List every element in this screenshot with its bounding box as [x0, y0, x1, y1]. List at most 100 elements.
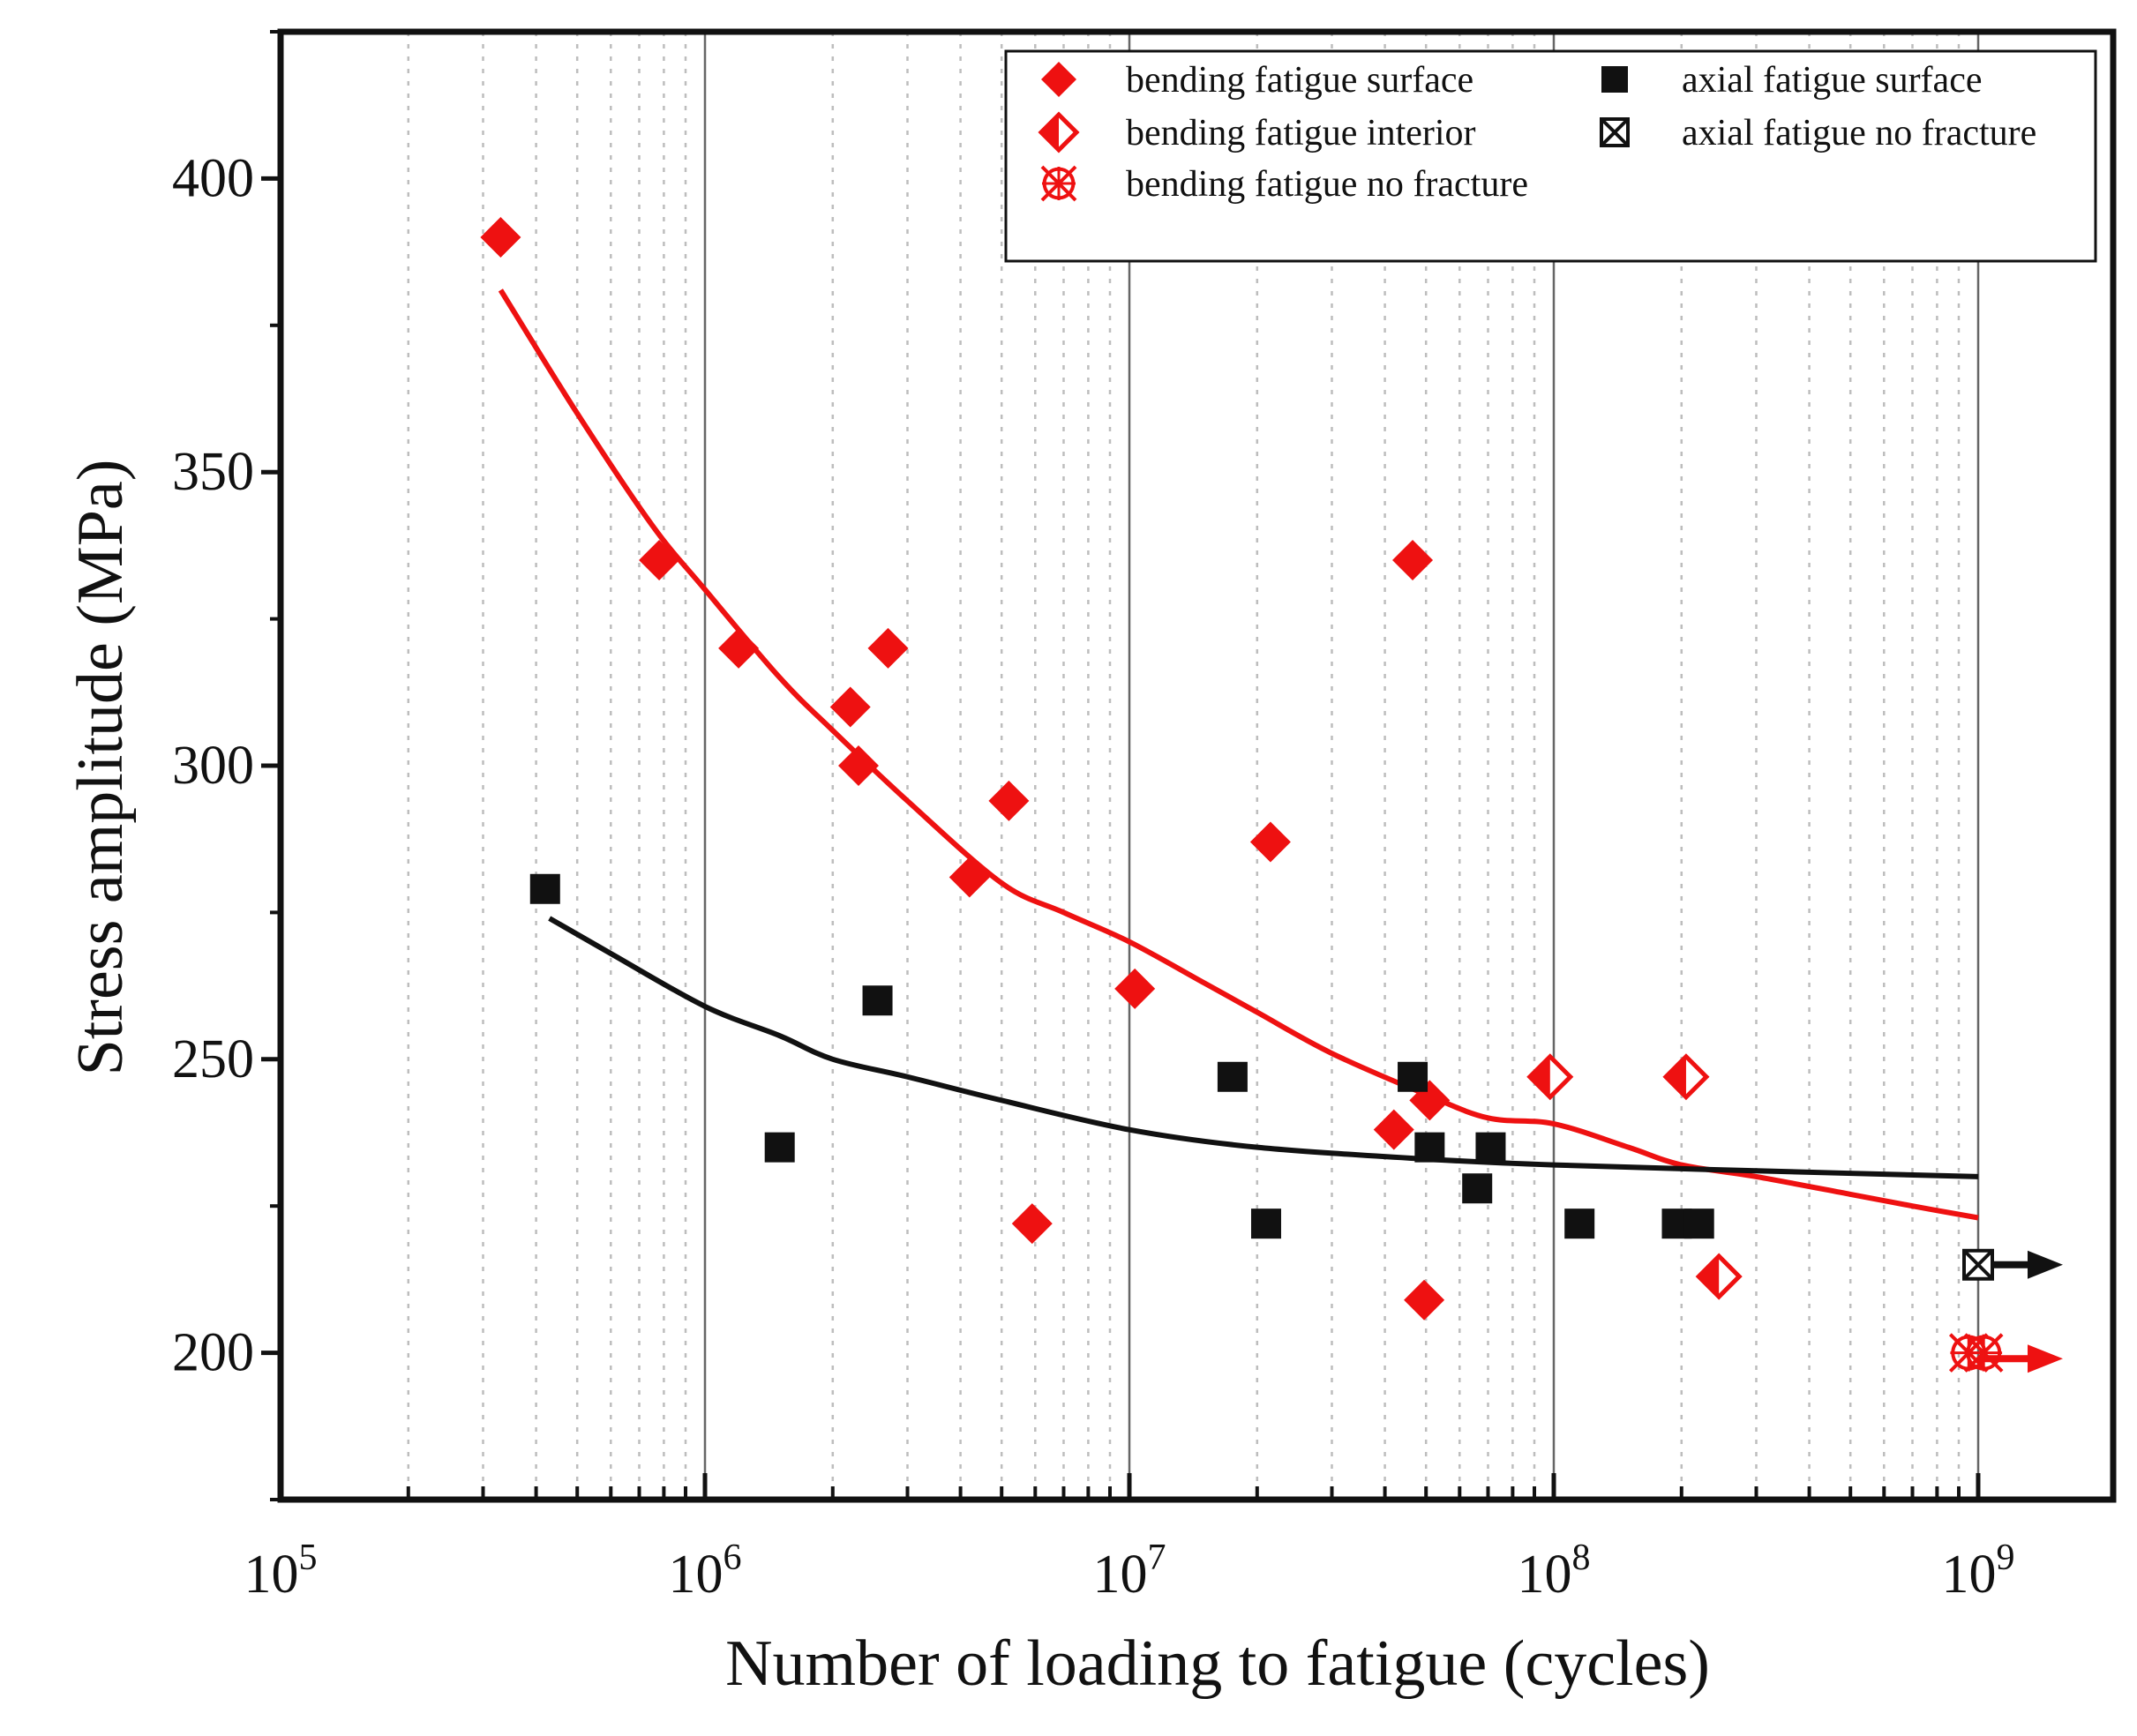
data-point-axial-fatigue-surface: [1217, 1061, 1248, 1092]
marker-shape: [1601, 66, 1628, 93]
x-tick-exponent: 8: [1572, 1538, 1591, 1578]
y-tick-label: 400: [172, 148, 254, 208]
marker-shape: [639, 540, 680, 581]
legend-label: bending fatigue no fracture: [1126, 164, 1528, 205]
data-point-axial-fatigue-surface: [1414, 1132, 1445, 1163]
x-tick-base: 10: [669, 1545, 724, 1605]
y-tick-label: 250: [172, 1029, 254, 1089]
data-point-bending-fatigue-interior: [1662, 1053, 1710, 1101]
marker-shape: [867, 627, 909, 669]
marker-shape: [1250, 1208, 1281, 1239]
data-point-bending-fatigue-no-fracture: [1963, 1333, 2004, 1373]
x-tick-label: 108: [1518, 1538, 1591, 1605]
marker-shape: [829, 686, 871, 728]
x-tick-exponent: 9: [1997, 1538, 2015, 1578]
data-point-axial-fatigue-no-fracture: [1962, 1248, 1994, 1281]
legend-label: axial fatigue surface: [1682, 60, 1982, 101]
axial-fit-curve: [548, 916, 1979, 1179]
data-point-bending-fatigue-surface: [949, 857, 990, 898]
marker-fill: [1041, 115, 1059, 150]
marker-shape: [1217, 1061, 1248, 1092]
legend-marker-axial-fatigue-no-fracture: [1600, 117, 1630, 147]
x-tick-label: 107: [1093, 1538, 1166, 1605]
data-point-axial-fatigue-surface: [1398, 1061, 1428, 1092]
data-point-bending-fatigue-surface: [867, 627, 909, 669]
legend-marker-bending-fatigue-interior: [1038, 111, 1080, 153]
marker-shape: [1249, 821, 1291, 863]
data-point-bending-fatigue-interior: [1526, 1053, 1574, 1101]
x-tick-exponent: 6: [724, 1538, 742, 1578]
y-tick-label: 350: [172, 442, 254, 502]
data-point-bending-fatigue-surface: [1373, 1109, 1414, 1150]
data-point-bending-fatigue-surface: [1392, 540, 1434, 581]
x-tick-base: 10: [1093, 1545, 1148, 1605]
marker-shape: [1114, 968, 1156, 1009]
marker-shape: [1462, 1173, 1493, 1204]
x-axis-label: Number of loading to fatigue (cycles): [725, 1628, 1710, 1700]
marker-shape: [1564, 1208, 1595, 1239]
legend-marker-axial-fatigue-surface: [1601, 66, 1628, 93]
x-tick-label: 109: [1942, 1538, 2015, 1605]
marker-shape: [837, 745, 879, 786]
data-point-bending-fatigue-surface: [1404, 1279, 1445, 1321]
x-tick-label: 105: [244, 1538, 318, 1605]
data-point-bending-fatigue-surface: [480, 216, 521, 258]
legend-box: [1004, 49, 2097, 263]
x-tick-base: 10: [1518, 1545, 1572, 1605]
axial-runout-arrow-head: [2028, 1250, 2063, 1279]
marker-shape: [764, 1132, 795, 1163]
data-point-axial-fatigue-surface: [764, 1132, 795, 1163]
data-point-bending-fatigue-surface: [639, 540, 680, 581]
data-point-axial-fatigue-surface: [529, 873, 560, 904]
legend: bending fatigue surface bending fatigue i…: [1004, 49, 2097, 263]
data-point-axial-fatigue-surface: [862, 985, 893, 1016]
marker-shape: [1404, 1279, 1445, 1321]
data-point-bending-fatigue-interior: [1695, 1253, 1743, 1300]
data-point-bending-fatigue-surface: [829, 686, 871, 728]
data-point-axial-fatigue-surface: [1250, 1208, 1281, 1239]
legend-marker-bending-fatigue-no-fracture: [1040, 165, 1077, 202]
marker-fill: [1698, 1256, 1720, 1298]
marker-cross: [1600, 117, 1630, 147]
marker-shape: [1398, 1061, 1428, 1092]
data-points: [480, 216, 2004, 1373]
bending-runout-arrow-head: [2028, 1344, 2063, 1373]
legend-label: bending fatigue surface: [1126, 60, 1473, 101]
marker-shape: [1683, 1208, 1714, 1239]
marker-shape: [480, 216, 521, 258]
data-point-bending-fatigue-surface: [837, 745, 879, 786]
data-point-bending-fatigue-surface: [718, 627, 760, 669]
marker-shape: [718, 627, 760, 669]
legend-label: bending fatigue interior: [1126, 113, 1476, 153]
marker-shape: [1373, 1109, 1414, 1150]
marker-cross: [1962, 1249, 1994, 1281]
fit-curves: [498, 288, 1979, 1221]
marker-shape: [862, 985, 893, 1016]
x-tick-base: 10: [1942, 1545, 1997, 1605]
legend-marker-bending-fatigue-surface: [1041, 62, 1076, 97]
x-tick-base: 10: [244, 1545, 299, 1605]
data-point-axial-fatigue-surface: [1462, 1173, 1493, 1204]
x-tick-exponent: 7: [1148, 1538, 1166, 1578]
data-point-bending-fatigue-surface: [988, 780, 1030, 821]
marker-fill: [1529, 1056, 1550, 1097]
marker-shape: [988, 780, 1030, 821]
marker-fill: [1665, 1056, 1686, 1097]
legend-label: axial fatigue no fracture: [1682, 113, 2036, 153]
marker-shape: [1041, 62, 1076, 97]
data-point-bending-fatigue-surface: [1011, 1203, 1053, 1245]
x-tick-label: 106: [669, 1538, 742, 1605]
marker-shape: [529, 873, 560, 904]
data-point-axial-fatigue-surface: [1564, 1208, 1595, 1239]
data-point-bending-fatigue-surface: [1114, 968, 1156, 1009]
marker-shape: [949, 857, 990, 898]
marker-shape: [1392, 540, 1434, 581]
marker-shape: [1011, 1203, 1053, 1245]
y-tick-label: 300: [172, 736, 254, 796]
data-point-axial-fatigue-surface: [1475, 1132, 1506, 1163]
marker-shape: [1475, 1132, 1506, 1163]
